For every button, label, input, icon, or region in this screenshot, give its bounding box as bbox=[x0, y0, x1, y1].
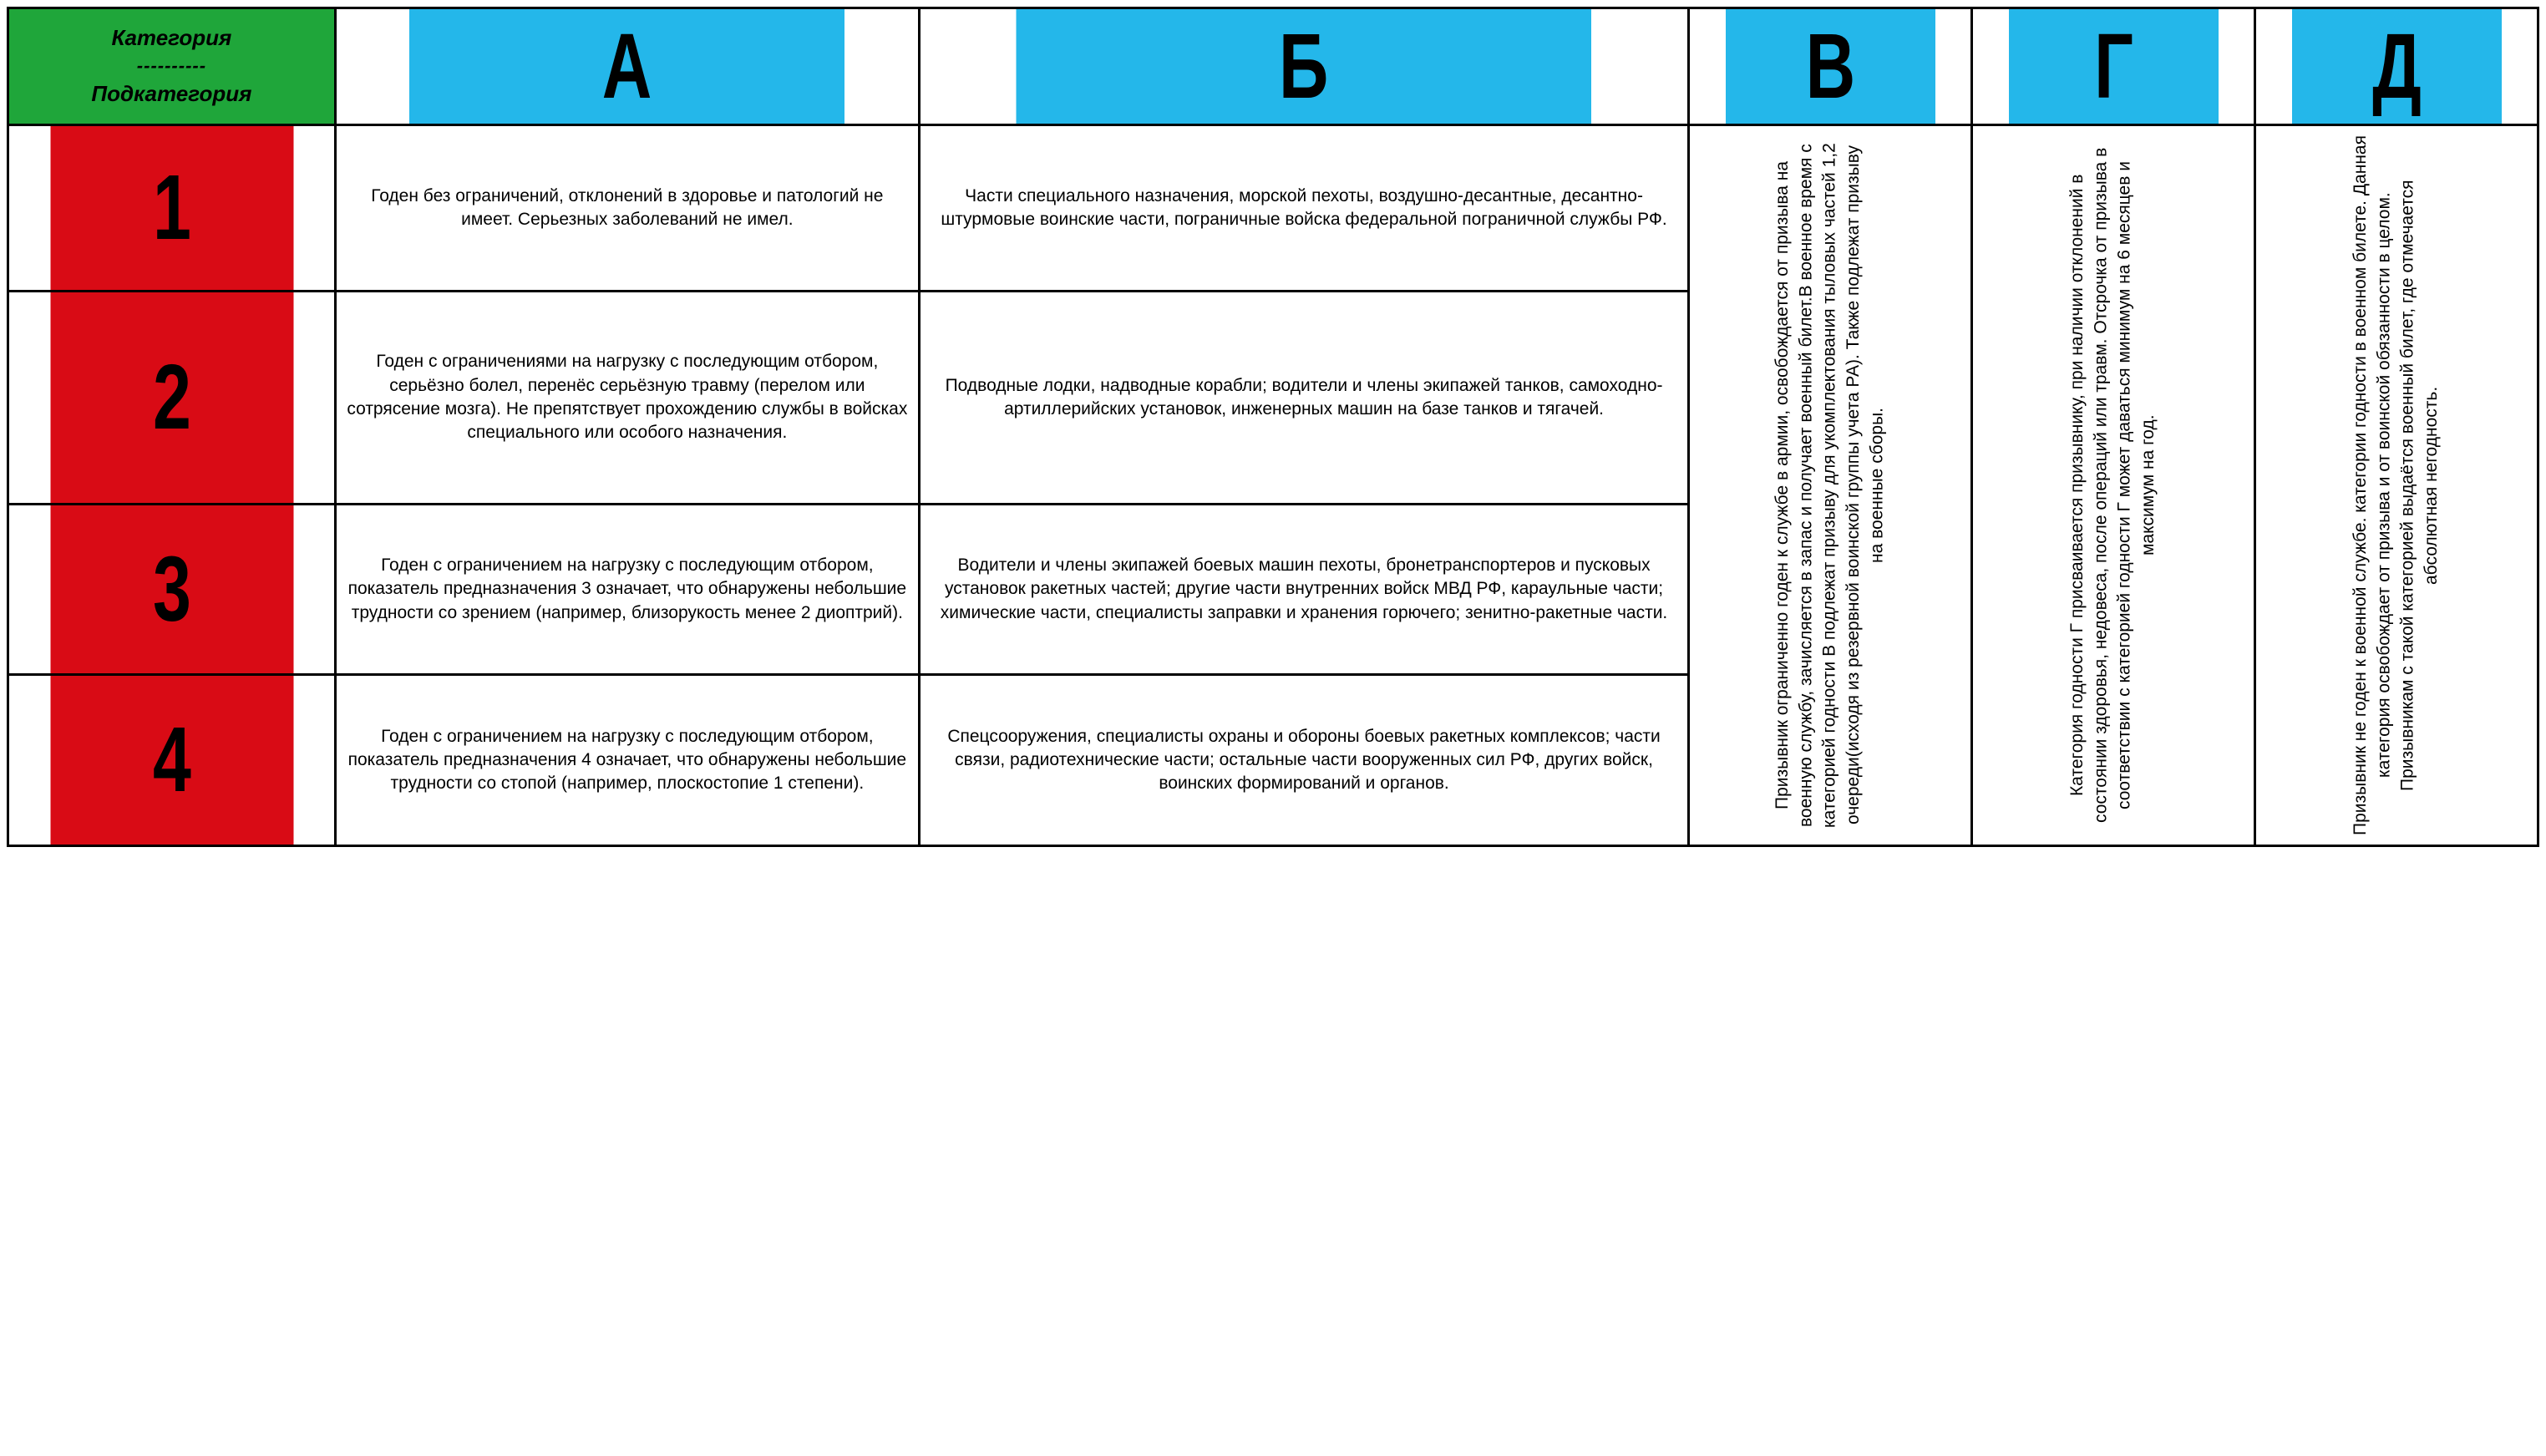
cell-b1: Части специального назначения, морской п… bbox=[919, 125, 1688, 292]
subcategory-header-2: 2 bbox=[48, 292, 294, 505]
cell-a1: Годен без ограничений, отклонений в здор… bbox=[335, 125, 919, 292]
subcategory-header-3: 3 bbox=[48, 504, 294, 675]
cell-d-text: Призывник не годен к военной службе. кат… bbox=[2349, 134, 2443, 836]
cell-d: Призывник не годен к военной службе. кат… bbox=[2255, 125, 2538, 846]
corner-dash: ---------- bbox=[14, 54, 329, 79]
cell-v: Призывник ограниченно годен к службе в а… bbox=[1689, 125, 1972, 846]
category-header-v: В bbox=[1724, 8, 1936, 125]
cell-a2: Годен с ограничениями на нагрузку с посл… bbox=[335, 292, 919, 505]
corner-cell: Категория ---------- Подкатегория bbox=[8, 8, 336, 125]
header-row: Категория ---------- Подкатегория А Б В … bbox=[8, 8, 2538, 125]
cell-g-text: Категория годности Г присваивается призы… bbox=[2066, 134, 2160, 836]
cell-v-text: Призывник ограниченно годен к службе в а… bbox=[1771, 134, 1889, 836]
cell-b2: Подводные лодки, надводные корабли; води… bbox=[919, 292, 1688, 505]
cell-a3: Годен с ограничением на нагрузку с после… bbox=[335, 504, 919, 675]
corner-label-top: Категория bbox=[14, 24, 329, 53]
cell-b4: Спецсооружения, специалисты охраны и обо… bbox=[919, 675, 1688, 846]
category-header-a: А bbox=[408, 8, 846, 125]
subcategory-header-1: 1 bbox=[48, 125, 294, 292]
cell-b3: Водители и члены экипажей боевых машин п… bbox=[919, 504, 1688, 675]
cell-a4: Годен с ограничением на нагрузку с после… bbox=[335, 675, 919, 846]
category-header-g: Г bbox=[2007, 8, 2219, 125]
subcategory-header-4: 4 bbox=[48, 675, 294, 846]
fitness-category-table: Категория ---------- Подкатегория А Б В … bbox=[7, 7, 2539, 847]
cell-g: Категория годности Г присваивается призы… bbox=[1972, 125, 2255, 846]
category-header-d: Д bbox=[2290, 8, 2503, 125]
corner-label-bottom: Подкатегория bbox=[14, 80, 329, 109]
category-header-b: Б bbox=[1016, 8, 1593, 125]
row-1: 1 Годен без ограничений, отклонений в зд… bbox=[8, 125, 2538, 292]
